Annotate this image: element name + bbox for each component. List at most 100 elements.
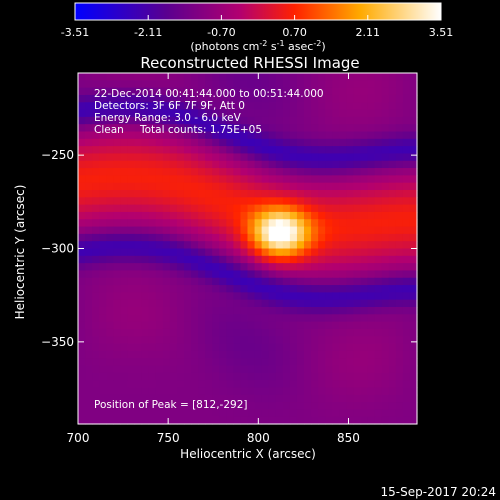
heatmap-cell: [261, 328, 270, 337]
heatmap-cell: [85, 87, 93, 96]
heatmap-cell: [176, 87, 185, 96]
heatmap-cell: [106, 387, 114, 396]
heatmap-cell: [134, 380, 143, 389]
heatmap-cell: [395, 248, 404, 257]
heatmap-cell: [402, 263, 411, 272]
heatmap-cell: [339, 116, 347, 125]
heatmap-cell: [198, 387, 206, 396]
heatmap-cell: [176, 109, 185, 118]
heatmap-cell: [233, 80, 242, 89]
heatmap-cell: [353, 307, 362, 315]
heatmap-cell: [339, 372, 347, 381]
heatmap-cell: [85, 204, 93, 213]
heatmap-cell: [332, 190, 340, 198]
heatmap-cell: [212, 277, 220, 286]
heatmap-cell: [78, 285, 86, 293]
heatmap-cell: [233, 116, 242, 125]
heatmap-cell: [212, 416, 220, 425]
heatmap-cell: [113, 343, 121, 352]
heatmap-cell: [261, 233, 270, 242]
heatmap-cell: [409, 138, 418, 147]
heatmap-cell: [254, 116, 263, 125]
heatmap-cell: [367, 219, 376, 228]
heatmap-cell: [261, 387, 270, 396]
heatmap-cell: [353, 182, 362, 191]
heatmap-cell: [346, 321, 355, 330]
heatmap-cell: [169, 241, 178, 250]
heatmap-cell: [113, 285, 121, 293]
heatmap-cell: [395, 109, 404, 118]
heatmap-cell: [99, 94, 107, 103]
heatmap-cell: [106, 314, 114, 323]
heatmap-cell: [296, 350, 305, 359]
heatmap-cell: [339, 153, 347, 162]
heatmap-cell: [268, 299, 277, 308]
heatmap-cell: [381, 394, 390, 403]
heatmap-cell: [191, 394, 199, 403]
heatmap-cell: [141, 131, 150, 140]
colorbar-tick-label: 3.51: [429, 26, 454, 39]
heatmap-cell: [409, 394, 418, 403]
heatmap-cell: [289, 409, 298, 418]
heatmap-cell: [325, 263, 333, 272]
heatmap-cell: [275, 416, 284, 425]
heatmap-cell: [325, 197, 333, 206]
heatmap-cell: [134, 307, 143, 315]
heatmap-cell: [85, 73, 93, 81]
heatmap-cell: [240, 314, 249, 323]
heatmap-cell: [275, 204, 284, 213]
heatmap-cell: [409, 365, 418, 374]
heatmap-cell: [191, 248, 199, 257]
heatmap-cell: [388, 307, 397, 315]
heatmap-cell: [106, 160, 114, 169]
heatmap-cell: [226, 416, 234, 425]
heatmap-cell: [99, 248, 107, 257]
heatmap-cell: [148, 372, 157, 381]
heatmap-cell: [395, 328, 404, 337]
heatmap-cell: [381, 409, 390, 418]
heatmap-cell: [388, 255, 397, 264]
heatmap-cell: [247, 350, 256, 359]
heatmap-cell: [402, 321, 411, 330]
heatmap-cell: [395, 416, 404, 425]
heatmap-cell: [134, 372, 143, 381]
heatmap-cell: [254, 409, 263, 418]
heatmap-cell: [233, 175, 242, 184]
heatmap-cell: [275, 409, 284, 418]
heatmap-cell: [191, 124, 199, 133]
heatmap-cell: [254, 248, 263, 257]
heatmap-cell: [339, 219, 347, 228]
heatmap-cell: [106, 197, 114, 206]
heatmap-cell: [169, 292, 178, 301]
heatmap-cell: [148, 226, 157, 235]
heatmap-cell: [289, 94, 298, 103]
heatmap-cell: [346, 358, 355, 367]
heatmap-cell: [169, 182, 178, 191]
heatmap-cell: [198, 394, 206, 403]
heatmap-cell: [247, 263, 256, 272]
heatmap-cell: [205, 94, 213, 103]
heatmap-cell: [219, 336, 227, 345]
heatmap-cell: [106, 248, 114, 257]
heatmap-cell: [205, 380, 213, 389]
heatmap-cell: [219, 307, 227, 315]
heatmap-cell: [325, 409, 333, 418]
heatmap-cell: [134, 255, 143, 264]
heatmap-cell: [198, 146, 206, 155]
heatmap-cell: [247, 226, 256, 235]
heatmap-cell: [374, 168, 383, 176]
heatmap-cell: [289, 277, 298, 286]
heatmap-cell: [155, 277, 164, 286]
heatmap-cell: [282, 102, 291, 111]
heatmap-cell: [325, 219, 333, 228]
heatmap-cell: [106, 102, 114, 111]
heatmap-cell: [360, 73, 369, 81]
heatmap-cell: [353, 255, 362, 264]
heatmap-cell: [381, 153, 390, 162]
heatmap-cell: [212, 350, 220, 359]
heatmap-cell: [78, 307, 86, 315]
heatmap-cell: [395, 190, 404, 198]
heatmap-cell: [212, 402, 220, 410]
heatmap-cell: [162, 372, 171, 381]
heatmap-cell: [346, 109, 355, 118]
